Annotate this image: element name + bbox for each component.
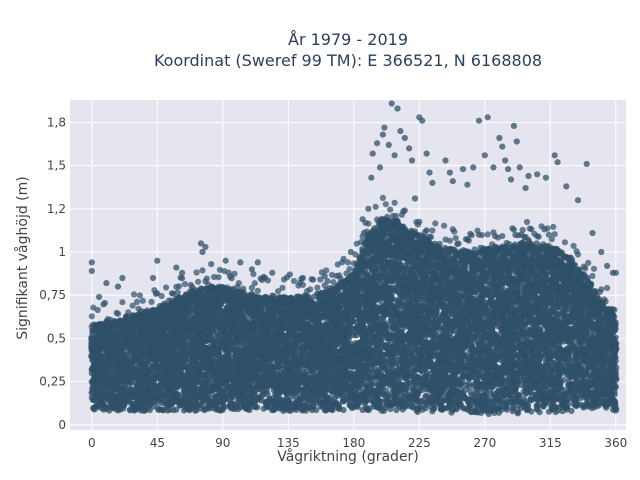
- data-point: [114, 310, 122, 317]
- data-point: [279, 284, 286, 291]
- data-point: [254, 404, 261, 411]
- data-point: [310, 276, 317, 283]
- data-point: [94, 306, 101, 314]
- data-point: [195, 278, 202, 285]
- data-point: [314, 284, 321, 291]
- data-point: [291, 277, 298, 285]
- data-point: [240, 285, 247, 292]
- data-point: [139, 297, 146, 304]
- data-point: [179, 275, 186, 282]
- data-point: [148, 298, 155, 305]
- data-point: [215, 274, 222, 281]
- data-point: [307, 286, 314, 293]
- data-point: [176, 283, 183, 290]
- data-point: [181, 281, 189, 288]
- data-point: [235, 280, 242, 287]
- data-point: [199, 267, 206, 274]
- data-point: [254, 287, 261, 294]
- data-point: [203, 275, 210, 282]
- data-point: [133, 298, 141, 305]
- data-point: [163, 284, 170, 291]
- data-point: [119, 299, 126, 306]
- data-point: [130, 291, 138, 298]
- data-point: [136, 292, 143, 299]
- data-point: [158, 293, 165, 300]
- data-point: [193, 269, 200, 276]
- data-points: [88, 100, 620, 418]
- data-point: [299, 281, 306, 288]
- data-point: [251, 280, 258, 287]
- data-point: [231, 270, 238, 277]
- data-point: [101, 299, 108, 307]
- data-point: [264, 277, 271, 284]
- data-point: [88, 313, 95, 320]
- data-point: [120, 405, 127, 412]
